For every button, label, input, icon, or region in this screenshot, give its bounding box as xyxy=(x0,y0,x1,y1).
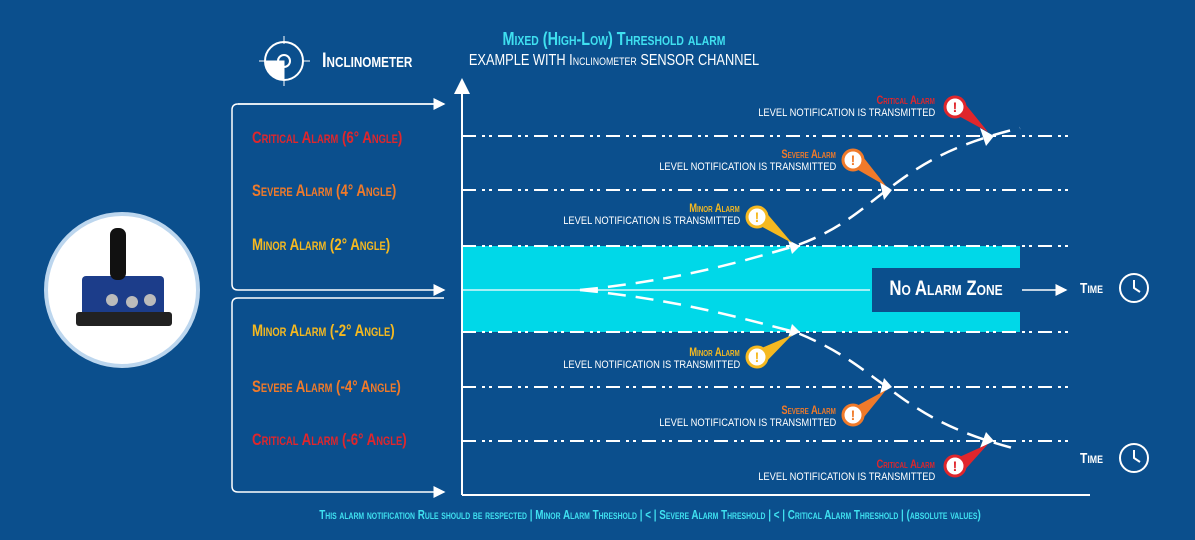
alert-icon: ! xyxy=(943,444,988,478)
level-label-minor-low: Minor Alarm (-2° Angle) xyxy=(252,321,395,340)
svg-text:!: ! xyxy=(755,209,760,225)
notification-text: LEVEL NOTIFICATION IS TRANSMITTED xyxy=(758,107,935,119)
clock-icon xyxy=(1119,273,1149,473)
alert-icons: ! ! ! ! ! ! xyxy=(745,95,988,478)
crossing-markers xyxy=(788,128,994,448)
upper-bracket xyxy=(231,103,446,296)
time-label: Time xyxy=(1080,450,1103,467)
alert-icon: ! xyxy=(745,205,792,243)
signal-curve-rising xyxy=(579,126,1021,292)
notification-text: LEVEL NOTIFICATION IS TRANSMITTED xyxy=(659,417,836,429)
notification-title: Critical Alarm xyxy=(876,93,935,107)
alert-icon: ! xyxy=(745,335,792,369)
level-label-minor-high: Minor Alarm (2° Angle) xyxy=(252,235,391,254)
notification-text: LEVEL NOTIFICATION IS TRANSMITTED xyxy=(563,359,740,371)
no-alarm-zone-label-box xyxy=(872,268,1020,312)
svg-text:!: ! xyxy=(953,99,958,115)
signal-curves xyxy=(579,126,1021,452)
level-label-severe-low: Severe Alarm (-4° Angle) xyxy=(252,377,401,396)
time-label: Time xyxy=(1080,280,1103,297)
alert-icon: ! xyxy=(841,148,886,186)
svg-text:!: ! xyxy=(851,152,856,168)
alert-icon: ! xyxy=(841,390,886,427)
notification-title: Severe Alarm xyxy=(781,403,836,417)
no-alarm-zone-label: No Alarm Zone xyxy=(889,277,1003,300)
lower-bracket xyxy=(231,297,446,498)
notification-title: Critical Alarm xyxy=(876,457,935,471)
notification-title: Minor Alarm xyxy=(689,345,740,359)
svg-text:!: ! xyxy=(851,407,856,423)
svg-text:!: ! xyxy=(953,458,958,474)
level-label-critical-high: Critical Alarm (6° Angle) xyxy=(252,128,403,147)
level-label-severe-high: Severe Alarm (4° Angle) xyxy=(252,181,397,200)
notification-text: LEVEL NOTIFICATION IS TRANSMITTED xyxy=(758,471,935,483)
threshold-lines xyxy=(462,135,1068,442)
level-label-critical-low: Critical Alarm (-6° Angle) xyxy=(252,430,407,449)
alert-icon: ! xyxy=(943,95,988,132)
diagram-subtitle: EXAMPLE WITH Inclinometer SENSOR CHANNEL xyxy=(468,52,760,69)
notification-text: LEVEL NOTIFICATION IS TRANSMITTED xyxy=(659,161,836,173)
sensor-label: Inclinometer xyxy=(322,49,413,72)
signal-curve-falling xyxy=(579,288,1021,452)
notification-title: Minor Alarm xyxy=(689,201,740,215)
diagram-title: Mixed (High-Low) Threshold alarm xyxy=(502,29,726,49)
svg-text:!: ! xyxy=(755,349,760,365)
sensor-device-image xyxy=(44,212,200,368)
notification-text: LEVEL NOTIFICATION IS TRANSMITTED xyxy=(563,215,740,227)
inclinometer-icon xyxy=(259,36,310,86)
notification-title: Severe Alarm xyxy=(781,147,836,161)
footer-rule: This alarm notification Rule should be r… xyxy=(319,507,981,522)
